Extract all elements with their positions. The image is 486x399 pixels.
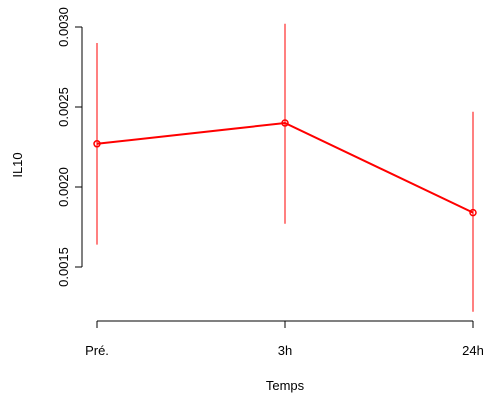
data-point [93,140,101,148]
x-tick-label: Pré. [85,343,109,358]
y-tick-label: 0.0015 [56,247,71,287]
y-tick-label: 0.0030 [56,7,71,47]
y-axis: 0.0015 0.0020 0.0025 0.0030 [56,7,83,287]
y-tick-label: 0.0025 [56,87,71,127]
x-tick-label: 24h [462,343,484,358]
data-point [281,119,289,127]
series-line [96,121,474,214]
x-axis-label: Temps [266,378,305,393]
x-tick-label: 3h [278,343,292,358]
x-axis: Pré. 3h 24h [85,320,484,358]
error-bars [96,23,474,312]
data-point [469,208,477,217]
y-axis-label: IL10 [10,152,25,177]
data-series [93,119,477,217]
y-tick-label: 0.0020 [56,167,71,207]
